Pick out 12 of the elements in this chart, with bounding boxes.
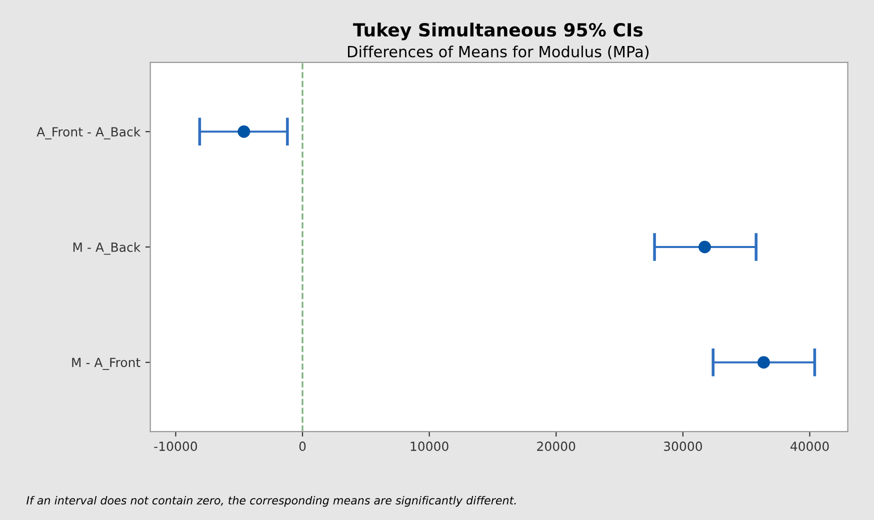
y-tick-label: A_Front - A_Back (36, 126, 141, 140)
x-tick-label: 20000 (537, 442, 576, 451)
chart-subtitle: Differences of Means for Modulus (MPa) (348, 46, 649, 60)
x-tick-label: 10000 (410, 442, 448, 451)
x-tick-label: -10000 (154, 442, 197, 451)
x-tick-label: 30000 (664, 442, 702, 451)
y-tick-label: M - A_Back (73, 242, 141, 255)
x-tick-label: 40000 (790, 442, 829, 451)
y-tick-label: M - A_Front (72, 358, 140, 370)
x-tick-label: 0 (299, 442, 306, 451)
chart-title: Tukey Simultaneous 95% CIs (353, 22, 643, 40)
text: If an interval does not contain zero, the corresponding means are significantly different. (26, 496, 516, 507)
